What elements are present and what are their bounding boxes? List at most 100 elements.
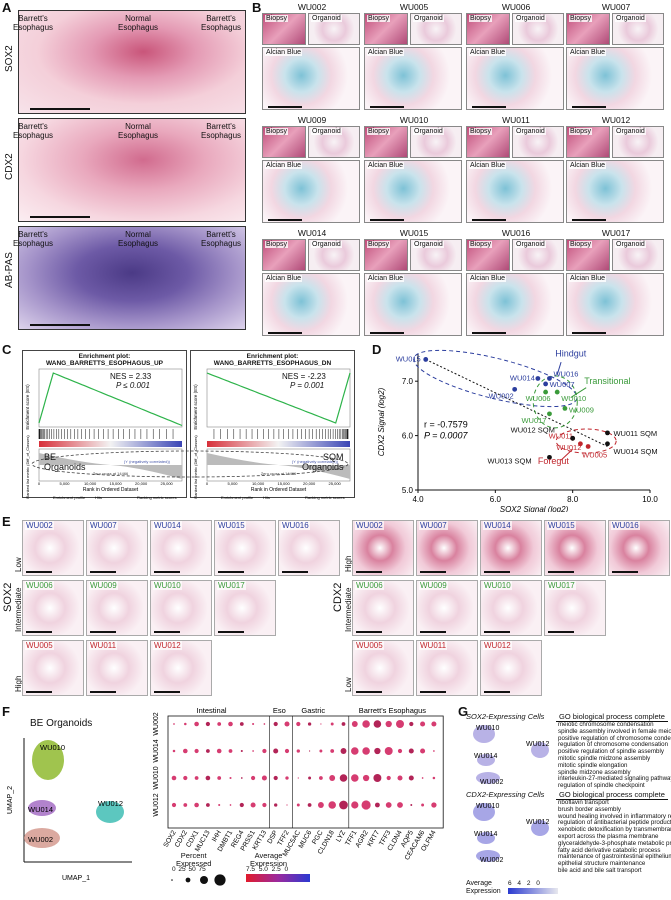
umap-cluster	[477, 754, 495, 766]
sample-label: WU016	[611, 521, 640, 530]
stained-organoid-tile: WU017	[214, 580, 276, 636]
scale-bar	[218, 571, 244, 573]
data-point	[578, 441, 583, 447]
svg-text:10,000: 10,000	[252, 481, 265, 486]
p-value: P = 0.001	[290, 381, 325, 390]
stained-organoid-tile: WU010	[150, 580, 212, 636]
sample-label: WU005	[25, 641, 54, 650]
x-tick-label: 8.0	[567, 495, 579, 504]
cell-group-title: CDX2-Expressing Cells	[466, 790, 545, 799]
scale-bar	[90, 691, 116, 693]
go-term: regulation of chromosome condensation	[558, 741, 669, 749]
expression-dot	[307, 722, 312, 726]
dot-plot-frame	[167, 715, 444, 829]
pct-legend-title: Percent Expressed	[176, 851, 212, 868]
scale-bar	[282, 571, 308, 573]
sample-title: WU006	[501, 2, 531, 12]
cluster-label: WU014	[474, 753, 497, 760]
sample-label: WU017	[547, 581, 576, 590]
region-label: Barrett's Esophagus	[12, 14, 54, 32]
expression-dot	[172, 749, 176, 753]
go-header: GO biological process complete	[556, 712, 668, 722]
sample-title: WU007	[601, 2, 631, 12]
alcian-label: Alcian Blue	[569, 275, 607, 282]
scale-bar	[572, 106, 606, 108]
scale-bar	[90, 631, 116, 633]
scale-bar	[612, 571, 638, 573]
expression-dot	[183, 803, 188, 807]
expression-dot	[273, 721, 278, 727]
go-term: xenobiotic detoxification by transmembra…	[558, 826, 671, 834]
umap-cluster	[24, 828, 60, 848]
expression-dot	[284, 721, 290, 727]
expression-dot	[386, 775, 391, 781]
expression-dot	[339, 800, 348, 810]
avg-legend-bar	[508, 888, 558, 894]
svg-text:5,000: 5,000	[228, 481, 239, 486]
expression-dot	[341, 722, 346, 726]
panel-label-b: B	[252, 0, 262, 15]
stained-organoid-tile: WU014	[150, 520, 212, 576]
svg-text:10,000: 10,000	[84, 481, 97, 486]
expression-dot	[374, 747, 381, 755]
sample-label: WU015	[547, 521, 576, 530]
umap-y-label: UMAP_2	[7, 786, 14, 814]
expression-dot	[218, 803, 221, 807]
expression-dot	[194, 802, 199, 808]
svg-text:Zero cross at 14466: Zero cross at 14466	[93, 471, 129, 476]
umap-cluster	[473, 725, 495, 743]
point-label: WU013 SQM	[487, 456, 531, 465]
go-term: positive regulation of chromosome conden…	[558, 734, 671, 742]
scale-bar	[30, 108, 90, 110]
go-term: epithelial structure maintenance	[558, 860, 646, 868]
biopsy-tile: Biopsy	[364, 126, 408, 158]
go-term: mitotic spindle elongation	[558, 761, 628, 769]
region-label: Normal Esophagus	[117, 122, 159, 140]
svg-text:20,000: 20,000	[135, 481, 148, 486]
sample-label: WU009	[89, 581, 118, 590]
cluster-label: WU014	[474, 831, 497, 838]
expression-dot	[385, 802, 392, 808]
svg-text:Rank in Ordered Dataset: Rank in Ordered Dataset	[83, 487, 139, 493]
panel-label-d: D	[372, 342, 382, 357]
svg-text:Hits: Hits	[95, 495, 102, 500]
umap-cluster	[32, 740, 64, 780]
panel-label-g: G	[458, 704, 469, 719]
scale-bar	[370, 219, 404, 221]
expression-dot	[319, 749, 323, 753]
alcian-tile: Alcian Blue	[466, 273, 564, 336]
histology-image	[18, 118, 246, 222]
avg-legend-title: Average Expression	[250, 851, 288, 868]
sample-title: WU015	[399, 228, 429, 238]
umap-plot: WU010 WU012 WU014 WU002 UMAP_1 UMAP_2	[7, 738, 132, 882]
region-label: Normal Esophagus	[117, 230, 159, 248]
feature-umap: WU010 WU012 WU014 WU002	[473, 725, 549, 786]
expression-dot	[240, 749, 243, 753]
sample-label: WU014	[153, 521, 182, 530]
biopsy-tile: Biopsy	[566, 13, 610, 45]
go-term: wound healing involved in inflammatory r…	[558, 812, 671, 820]
expression-dot	[252, 722, 255, 726]
pct-legend-dot	[200, 876, 208, 884]
expression-dot	[284, 748, 290, 754]
expression-dot	[319, 776, 323, 780]
data-point	[554, 389, 560, 395]
expression-dot	[432, 776, 436, 780]
expression-dot	[206, 749, 210, 753]
scale-bar	[26, 571, 52, 573]
stained-organoid-tile: WU002	[22, 520, 84, 576]
biopsy-label: Biopsy	[469, 241, 493, 248]
biopsy-tile: Biopsy	[364, 239, 408, 271]
go-term: maintenance of gastrointestinal epitheli…	[558, 853, 671, 861]
cluster-label: WU012	[526, 741, 549, 748]
svg-text:Zero cross at 14466: Zero cross at 14466	[261, 471, 297, 476]
biopsy-label: Biopsy	[265, 128, 289, 135]
go-term: riboflavin transport	[558, 799, 609, 806]
organoid-label: Organoid	[615, 241, 646, 248]
expression-dot	[273, 775, 278, 781]
scale-bar	[472, 219, 506, 221]
expression-dot	[351, 774, 359, 782]
scale-bar	[154, 571, 180, 573]
foregut-label: Foregut	[538, 456, 570, 466]
sample-title: WU002	[297, 2, 327, 12]
